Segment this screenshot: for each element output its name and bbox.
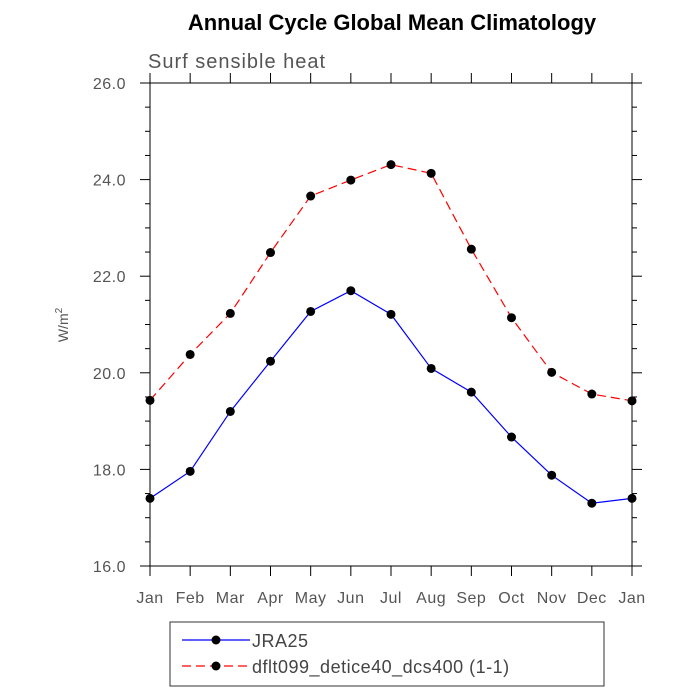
data-point [266, 248, 275, 258]
y-tick-label: 20.0 [93, 366, 126, 383]
x-tick-label: Oct [498, 590, 524, 607]
x-tick-label: Jul [380, 590, 402, 607]
y-tick-label: 16.0 [93, 559, 126, 576]
data-point [507, 432, 516, 442]
data-point [346, 175, 356, 185]
series-layer [145, 160, 637, 508]
y-axis-label-superscript: 2 [54, 307, 65, 313]
data-point [627, 493, 637, 503]
x-tick-label: Sep [456, 590, 486, 607]
data-point [466, 387, 476, 397]
y-tick-label: 26.0 [93, 76, 126, 93]
legend-item: JRA25 [182, 631, 309, 651]
legend: JRA25 dflt099_detice40_dcs400 (1-1) [169, 621, 605, 687]
data-point [185, 349, 195, 359]
x-tick-label: Jan [136, 590, 163, 607]
y-tick-label: 18.0 [93, 462, 126, 479]
series-1 [145, 286, 637, 508]
data-point [587, 498, 597, 508]
chart-title: Annual Cycle Global Mean Climatology [188, 10, 597, 35]
x-tick-label: Jun [337, 590, 364, 607]
legend-label: dflt099_detice40_dcs400 (1-1) [252, 657, 510, 678]
series-2 [145, 160, 637, 406]
data-point [346, 286, 356, 296]
series-line [149, 164, 633, 402]
data-point [587, 389, 597, 399]
x-tick-label: Mar [216, 590, 245, 607]
data-point [145, 493, 155, 503]
data-point [547, 470, 557, 480]
data-point [426, 168, 436, 178]
legend-items: JRA25 dflt099_detice40_dcs400 (1-1) [182, 631, 510, 678]
legend-label: JRA25 [252, 631, 309, 651]
plot-frame [149, 82, 633, 567]
y-axis-label: W/m2 [54, 307, 71, 342]
data-point [185, 466, 195, 476]
data-point [306, 191, 316, 201]
series-line [149, 290, 633, 504]
data-point [426, 363, 436, 373]
y-tick-label: 24.0 [93, 173, 126, 190]
legend-marker [211, 635, 221, 645]
axes: 16.0 18.0 20.0 22.0 24.0 26.0 Jan Feb Mar Apr May J… [93, 73, 645, 607]
data-point [627, 396, 637, 406]
y-tick-label: 22.0 [93, 269, 126, 286]
legend-item: dflt099_detice40_dcs400 (1-1) [182, 657, 510, 678]
x-tick-label: May [295, 590, 327, 607]
x-tick-label: Jan [618, 590, 645, 607]
data-point [507, 313, 516, 323]
y-axis-label-base: W/m [55, 313, 71, 342]
data-point [225, 308, 235, 318]
data-point [386, 309, 396, 319]
x-tick-label: Dec [577, 590, 607, 607]
x-tick-label: Apr [257, 590, 284, 607]
data-point [386, 160, 396, 170]
x-tick-label: Aug [416, 590, 446, 607]
x-tick-label: Feb [176, 590, 205, 607]
legend-marker [211, 661, 221, 671]
data-point [466, 244, 476, 254]
data-point [225, 406, 235, 416]
legend-box [169, 621, 605, 687]
data-point [547, 367, 557, 377]
chart-subtitle: Surf sensible heat [148, 51, 326, 73]
data-point [145, 395, 155, 405]
data-point [266, 356, 275, 366]
x-tick-label: Nov [537, 590, 567, 607]
data-point [306, 306, 316, 316]
